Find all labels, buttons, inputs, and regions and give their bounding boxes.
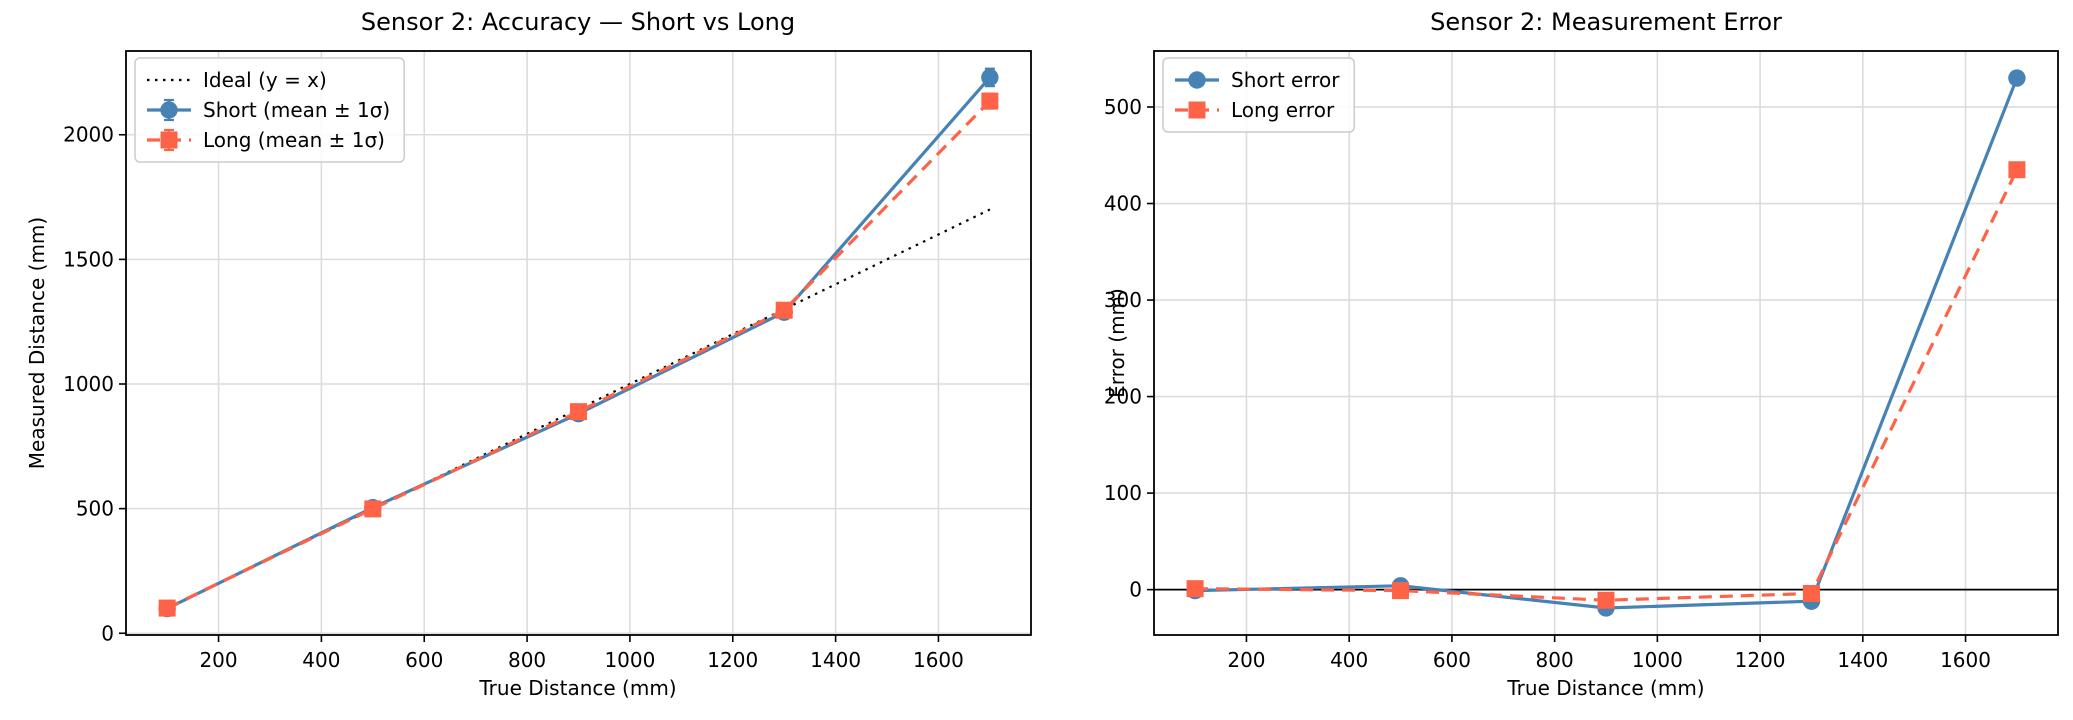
y-tick-label: 200: [1104, 385, 1142, 409]
legend-marker: [160, 131, 178, 149]
x-tick-label: 1600: [1940, 648, 1991, 672]
legend-item: Long (mean ± 1σ): [147, 128, 385, 152]
x-tick-label: 400: [1330, 648, 1368, 672]
legend-label: Short (mean ± 1σ): [203, 98, 390, 122]
y-tick-label: 500: [76, 497, 114, 521]
legend-box: [134, 57, 405, 163]
x-tick-label: 800: [508, 648, 546, 672]
accuracy-yaxis-label: Measured Distance (mm): [25, 216, 49, 470]
y-tick-label: 500: [1104, 95, 1142, 119]
x-tick-label: 200: [1227, 648, 1265, 672]
error-xaxis-label: True Distance (mm): [1507, 676, 1705, 700]
y-tick-label: 1000: [63, 372, 114, 396]
y-tick-label: 300: [1104, 288, 1142, 312]
accuracy-chart: 200 400 600 800 1000 1200 1400 1600 0 500 1000 1500…: [63, 50, 1032, 672]
legend-marker: [1188, 71, 1206, 89]
legend-marker: [160, 101, 178, 119]
axes-frame: [1153, 50, 2059, 636]
legend-item: Ideal (y = x): [147, 68, 327, 92]
short-error-series-marker: [2008, 69, 2026, 87]
error-chart: 200 400 600 800 1000 1200 1400 1600 0 100 200 300 40…: [1104, 50, 2059, 672]
short-series-marker: [981, 68, 999, 87]
x-tick-label: 600: [1433, 648, 1471, 672]
long-series-marker: [158, 599, 176, 617]
legend-label: Short error: [1231, 68, 1340, 92]
long-error-series-marker: [1597, 591, 1615, 609]
x-tick-label: 400: [302, 648, 340, 672]
y-tick-label: 0: [1129, 578, 1142, 602]
y-tick-label: 2000: [63, 123, 114, 147]
y-tick-label: 400: [1104, 192, 1142, 216]
long-error-series-marker: [1392, 582, 1410, 600]
legend: Ideal (y = x) Short (mean ± 1σ) Long (mean…: [134, 57, 405, 163]
x-tick-label: 1400: [810, 648, 861, 672]
legend-item: Short error: [1175, 68, 1340, 92]
x-tick-label: 200: [199, 648, 237, 672]
legend-item: Short (mean ± 1σ): [147, 98, 390, 122]
long-series-marker: [364, 500, 382, 518]
x-tick-label: 600: [405, 648, 443, 672]
long-error-series-marker: [2008, 161, 2026, 179]
legend-item: Long error: [1175, 98, 1335, 122]
legend-label: Long (mean ± 1σ): [203, 128, 385, 152]
x-tick-label: 800: [1536, 648, 1574, 672]
long-series-marker: [775, 301, 793, 319]
x-tick-label: 1400: [1837, 648, 1888, 672]
axes-frame: [125, 50, 1032, 636]
legend: Short error Long error: [1162, 57, 1355, 133]
long-error-series-line: [1195, 169, 2019, 602]
accuracy-xaxis-label: True Distance (mm): [479, 676, 677, 700]
legend-label: Ideal (y = x): [203, 68, 327, 92]
y-tick-label: 100: [1104, 481, 1142, 505]
x-tick-label: 1200: [1735, 648, 1786, 672]
x-tick-label: 1600: [913, 648, 964, 672]
accuracy-chart-title: Sensor 2: Accuracy — Short vs Long: [360, 8, 796, 36]
error-chart-title: Sensor 2: Measurement Error: [1430, 8, 1782, 36]
long-series-line: [166, 99, 992, 610]
legend-box: [1162, 57, 1355, 133]
long-error-series-marker: [1802, 584, 1820, 602]
y-tick-label: 0: [101, 621, 114, 645]
short-error-series-line: [1195, 77, 2019, 610]
x-tick-label: 1200: [707, 648, 758, 672]
long-error-series-marker: [1186, 580, 1204, 598]
legend-marker: [1188, 101, 1206, 119]
long-series-marker: [981, 92, 999, 110]
long-series-marker: [570, 403, 587, 421]
legend-label: Long error: [1231, 98, 1335, 122]
x-tick-label: 1000: [604, 648, 655, 672]
x-tick-label: 1000: [1632, 648, 1683, 672]
error-yaxis-label: Error (mm): [1105, 288, 1129, 398]
y-tick-label: 1500: [63, 247, 114, 271]
